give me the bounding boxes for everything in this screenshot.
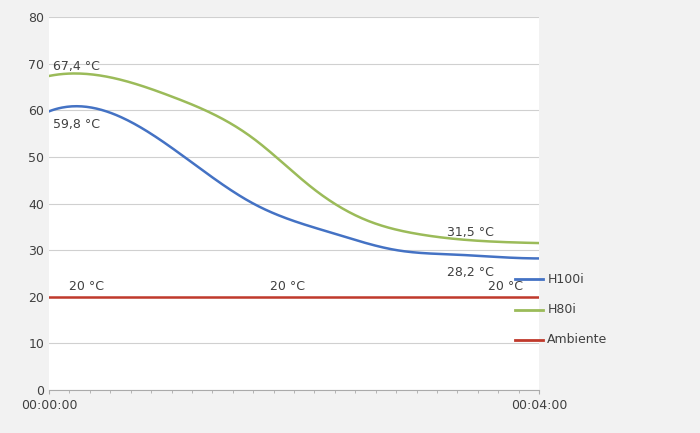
H80i (337, 205, 345, 210)
Line: H100i: H100i (49, 106, 539, 259)
H80i (491, 239, 499, 244)
Line: H80i: H80i (49, 74, 539, 243)
H80i (535, 240, 543, 246)
H100i (346, 236, 355, 241)
H80i (459, 237, 468, 242)
Text: H100i: H100i (547, 273, 584, 286)
H80i (346, 210, 355, 216)
H100i (491, 254, 499, 259)
H100i (338, 233, 346, 239)
H80i (45, 73, 53, 78)
H100i (459, 252, 468, 258)
H80i (71, 71, 79, 76)
Text: 20 °C: 20 °C (69, 280, 104, 293)
Text: 67,4 °C: 67,4 °C (53, 60, 100, 73)
Text: 31,5 °C: 31,5 °C (447, 226, 494, 239)
H80i (338, 206, 346, 211)
Text: 59,8 °C: 59,8 °C (53, 118, 100, 131)
H100i (46, 108, 55, 113)
H100i (535, 256, 543, 261)
H100i (337, 233, 345, 238)
Text: 20 °C: 20 °C (270, 280, 304, 293)
H100i (73, 103, 81, 109)
H80i (46, 73, 55, 78)
H100i (45, 109, 53, 114)
Text: Ambiente: Ambiente (547, 333, 608, 346)
Text: 20 °C: 20 °C (488, 280, 523, 293)
Text: 28,2 °C: 28,2 °C (447, 266, 494, 279)
Text: H80i: H80i (547, 303, 576, 316)
